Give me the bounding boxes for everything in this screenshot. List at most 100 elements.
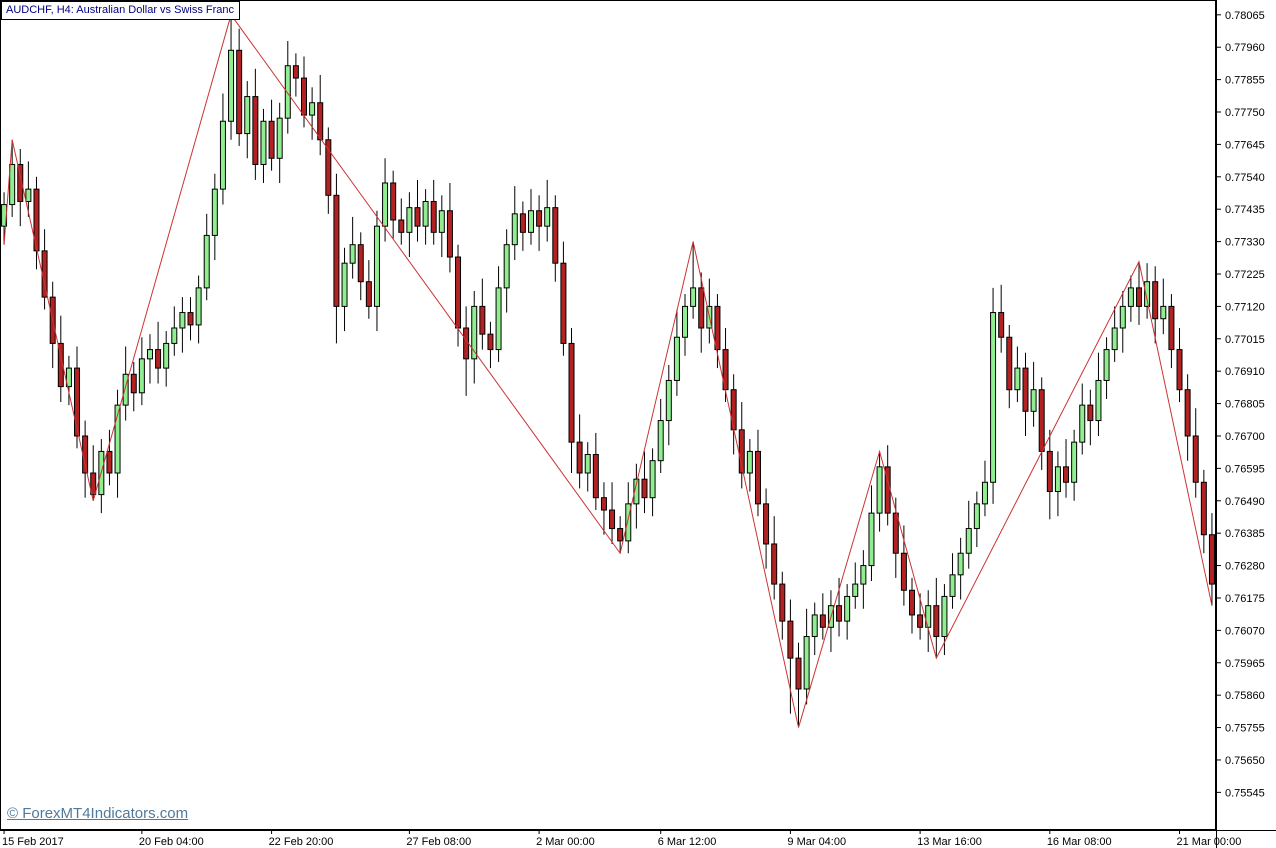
candle-up [657,420,664,462]
y-axis-label: 0.76595 [1225,463,1265,475]
candle-down [836,605,843,622]
x-axis-label: 22 Feb 20:00 [269,836,334,848]
candle-down [1087,404,1094,422]
candle-up [633,478,640,505]
candle-up [373,225,380,307]
candle-up [9,163,16,206]
candle-up [1103,349,1110,381]
candle-up [1095,379,1102,422]
candle-up [527,210,534,233]
candle-up [965,528,972,554]
candle-down [90,472,97,496]
watermark: © ForexMT4Indicators.com [7,805,189,822]
candle-down [57,342,64,388]
candle-down [617,528,624,542]
y-axis-label: 0.76070 [1225,625,1265,637]
x-axis-label: 13 Mar 16:00 [917,836,982,848]
candle-down [933,605,940,638]
candle-down [568,342,575,443]
y-axis-label: 0.76385 [1225,528,1265,540]
candle-up [1030,389,1037,412]
candle-down [771,543,778,585]
candle-down [1006,336,1013,391]
candle-up [195,287,202,326]
candle-down [357,244,364,283]
candle-down [74,367,81,437]
candle-down [317,102,324,141]
y-axis-label: 0.78065 [1225,10,1265,22]
candle-down [479,305,486,335]
candle-down [292,65,299,79]
x-axis-label: 20 Feb 04:00 [139,836,204,848]
candle-down [455,256,462,329]
chart-title-text: AUDCHF, H4: Australian Dollar vs Swiss F… [6,4,235,16]
y-axis-label: 0.76700 [1225,431,1265,443]
candle-down [609,509,616,530]
y-axis-label: 0.75650 [1225,755,1265,767]
candle-down [779,583,786,622]
y-axis-label: 0.75755 [1225,723,1265,735]
candle-up [1014,367,1021,391]
candle-up [284,65,291,119]
y-axis-label: 0.77960 [1225,42,1265,54]
candle-up [957,552,964,576]
x-axis-label: 16 Mar 08:00 [1047,836,1112,848]
y-axis-label: 0.75545 [1225,787,1265,799]
candle-down [1022,367,1029,412]
candle-up [673,336,680,381]
candle-down [917,614,924,628]
candle-down [155,349,162,369]
candle-up [973,503,980,530]
candle-up [219,120,226,190]
candle-up [171,327,178,344]
candle-up [665,379,672,422]
candle-down [252,96,259,165]
candle-up [511,213,518,246]
candle-down [592,453,599,499]
candle-up [746,450,753,474]
candle-down [1063,466,1070,483]
candle-down [17,163,24,202]
y-axis-label: 0.77120 [1225,301,1265,313]
candle-down [754,450,761,505]
candle-up [584,453,591,474]
candle-down [552,207,559,264]
candle-down [600,497,607,511]
candle-up [203,234,210,289]
candle-up [422,200,429,227]
candle-up [503,244,510,289]
candle-up [471,305,478,360]
candle-up [228,49,235,122]
candle-up [438,210,445,233]
candle-up [949,574,956,597]
candle-down [325,139,332,196]
candle-down [106,450,113,474]
candle-up [1160,305,1167,320]
candle-up [811,614,818,638]
candle-down [1184,389,1191,437]
candle-up [122,373,129,406]
candle-up [495,287,502,351]
y-axis-label: 0.77330 [1225,237,1265,249]
candle-up [1071,441,1078,483]
candle-up [544,207,551,227]
y-axis-label: 0.77855 [1225,75,1265,87]
candle-down [1168,305,1175,351]
candle-up [1127,287,1134,307]
candle-down [763,503,770,545]
y-axis-label: 0.77750 [1225,107,1265,119]
candle-down [390,182,397,221]
candle-down [446,210,453,258]
candle-down [1152,281,1159,320]
candle-down [82,435,89,474]
candle-down [714,305,721,351]
candle-down [268,120,275,159]
candle-up [941,595,948,638]
candle-down [738,429,745,474]
candle-down [33,188,40,252]
candle-up [211,188,218,236]
candle-down [900,552,907,591]
candle-down [730,389,737,431]
y-axis-label: 0.76280 [1225,561,1265,573]
